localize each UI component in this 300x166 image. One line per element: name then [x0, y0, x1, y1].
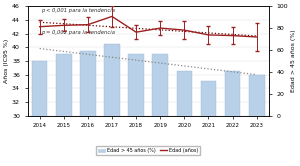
Bar	[152, 54, 168, 166]
Legend: Edad > 45 años (%), Edad (años): Edad > 45 años (%), Edad (años)	[96, 146, 200, 155]
Bar	[128, 54, 144, 166]
Text: p < 0,001 para la tendencia: p < 0,001 para la tendencia	[41, 8, 115, 13]
Bar	[56, 54, 72, 166]
Bar	[176, 71, 192, 166]
Y-axis label: Años (IC95 %): Años (IC95 %)	[4, 39, 9, 83]
Bar	[249, 75, 265, 166]
Bar	[201, 82, 216, 166]
Bar	[104, 44, 120, 166]
Bar	[32, 61, 47, 166]
Bar	[80, 51, 96, 166]
Bar	[225, 71, 240, 166]
Text: p = 0,002 para la tendencia: p = 0,002 para la tendencia	[41, 30, 115, 35]
Y-axis label: Edad > 45 años (%): Edad > 45 años (%)	[291, 30, 296, 92]
